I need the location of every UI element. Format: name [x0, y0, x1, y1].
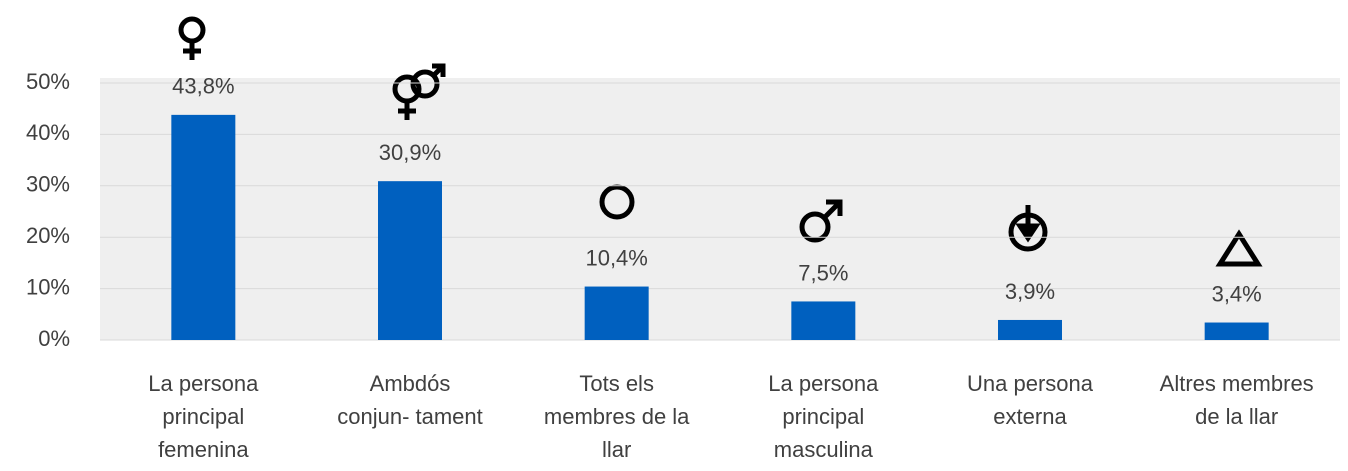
bar: [378, 181, 442, 340]
icon-circle: [599, 184, 635, 220]
value-label: 3,4%: [1212, 281, 1262, 306]
x-tick-label: principal: [162, 404, 244, 429]
icon-female: [178, 16, 206, 60]
bar: [584, 286, 649, 340]
x-tick-label: Altres membres: [1160, 371, 1314, 396]
x-tick-label: principal: [782, 404, 864, 429]
x-tick-label: membres de la: [544, 404, 690, 429]
x-tick-label: Tots els: [579, 371, 654, 396]
x-tick-label: Una persona: [967, 371, 1094, 396]
value-label: 3,9%: [1005, 279, 1055, 304]
x-tick-label: conjun- tament: [337, 404, 483, 429]
value-label: 10,4%: [585, 245, 647, 270]
x-tick-label: Ambdós: [370, 371, 451, 396]
icon-both: [392, 63, 446, 120]
y-tick-label: 30%: [26, 172, 70, 197]
icons: [178, 16, 1263, 267]
y-tick-label: 0%: [38, 326, 70, 351]
y-tick-label: 50%: [26, 69, 70, 94]
bar: [1204, 322, 1269, 340]
x-tick-label: La persona: [768, 371, 879, 396]
x-tick-label: femenina: [158, 437, 249, 462]
y-tick-label: 10%: [26, 274, 70, 299]
icon-external: [1008, 205, 1048, 252]
bar: [791, 301, 856, 340]
x-tick-label: llar: [602, 437, 631, 462]
icon-male: [799, 199, 843, 243]
value-label: 30,9%: [379, 140, 441, 165]
value-label: 43,8%: [172, 74, 234, 99]
plot-area: [100, 78, 1340, 340]
x-tick-label: masculina: [774, 437, 874, 462]
y-tick-label: 40%: [26, 120, 70, 145]
x-tick-label: externa: [993, 404, 1067, 429]
icon-triangle: [1215, 229, 1263, 267]
y-tick-label: 20%: [26, 223, 70, 248]
x-tick-label: de la llar: [1195, 404, 1278, 429]
value-label: 7,5%: [798, 260, 848, 285]
x-tick-label: La persona: [148, 371, 259, 396]
bar: [171, 114, 236, 340]
bar: [998, 319, 1062, 340]
